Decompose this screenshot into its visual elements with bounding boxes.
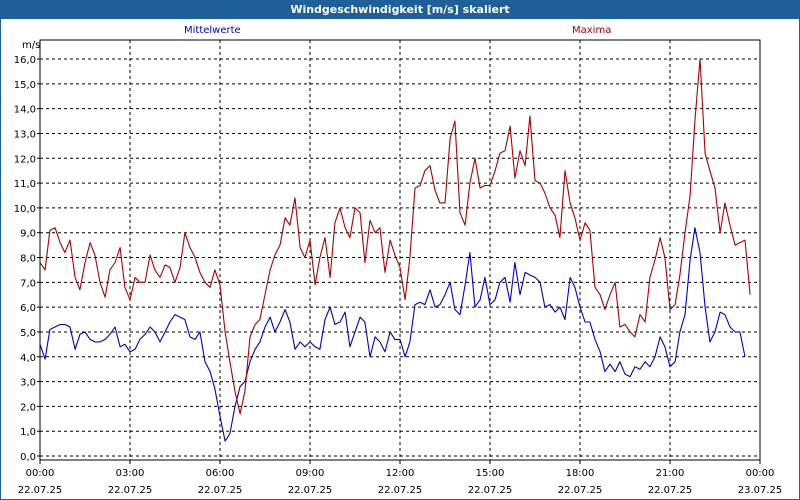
y-tick-label: 16,0: [14, 55, 36, 66]
y-tick-label: 13,0: [14, 129, 36, 140]
x-tick-date-label: 22.07.25: [108, 485, 153, 496]
x-tick-date-label: 22.07.25: [468, 485, 513, 496]
y-tick-label: 8,0: [20, 254, 36, 265]
y-tick-label: 10,0: [14, 204, 36, 215]
y-tick-label: 1,0: [20, 427, 36, 438]
x-tick-time-label: 09:00: [296, 468, 325, 479]
x-tick-date-label: 22.07.25: [288, 485, 333, 496]
x-tick-time-label: 15:00: [476, 468, 505, 479]
x-tick-date-label: 22.07.25: [558, 485, 603, 496]
y-tick-label: 4,0: [20, 353, 36, 364]
x-tick-date-label: 22.07.25: [18, 485, 63, 496]
x-tick-date-label: 23.07.25: [738, 485, 783, 496]
legend-mittelwerte: Mittelwerte: [184, 25, 241, 36]
y-tick-label: 7,0: [20, 278, 36, 289]
x-tick-date-label: 22.07.25: [378, 485, 423, 496]
x-tick-time-label: 12:00: [386, 468, 415, 479]
y-tick-label: 15,0: [14, 80, 36, 91]
x-tick-date-label: 22.07.25: [648, 485, 693, 496]
y-tick-label: 9,0: [20, 229, 36, 240]
y-tick-label: 11,0: [14, 179, 36, 190]
y-tick-label: 0,0: [20, 452, 36, 463]
x-tick-time-label: 06:00: [206, 468, 235, 479]
x-tick-time-label: 00:00: [746, 468, 775, 479]
y-tick-label: 3,0: [20, 378, 36, 389]
x-tick-time-label: 21:00: [656, 468, 685, 479]
series-line-mittelwerte: [39, 227, 746, 442]
y-tick-label: 14,0: [14, 105, 36, 116]
y-tick-label: 6,0: [20, 303, 36, 314]
y-tick-label: 12,0: [14, 154, 36, 165]
x-tick-date-label: 22.07.25: [198, 485, 243, 496]
x-tick-time-label: 03:00: [116, 468, 145, 479]
chart-title: Windgeschwindigkeit [m/s] skaliert: [1, 1, 799, 19]
legend-maxima: Maxima: [572, 25, 612, 36]
y-tick-label: 2,0: [20, 402, 36, 413]
x-tick-time-label: 18:00: [566, 468, 595, 479]
y-axis-unit-label: m/s: [22, 40, 40, 51]
series-line-maxima: [39, 58, 751, 415]
y-tick-label: 5,0: [20, 328, 36, 339]
x-tick-time-label: 00:00: [26, 468, 55, 479]
